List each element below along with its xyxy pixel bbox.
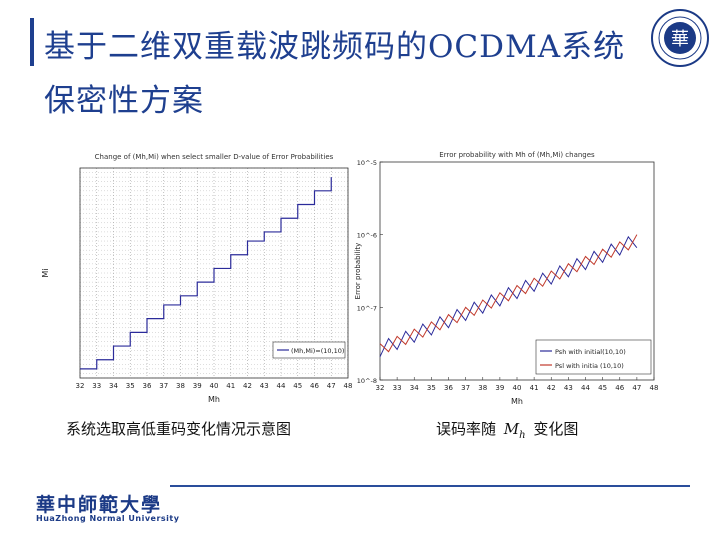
university-seal-icon: 華	[651, 9, 709, 67]
x-tick-label: 44	[277, 382, 286, 390]
legend-label: Psl with initia (10,10)	[555, 362, 624, 370]
x-tick-label: 32	[76, 382, 85, 390]
x-tick-label: 48	[650, 384, 659, 392]
x-tick-label: 34	[410, 384, 419, 392]
x-tick-label: 39	[495, 384, 504, 392]
mh-mi-chart: Change of (Mh,Mi) when select smaller D-…	[40, 148, 360, 410]
y-tick-label: 10^-6	[357, 232, 377, 240]
x-tick-label: 41	[226, 382, 235, 390]
caption-right: 误码率随 Mh 变化图	[436, 418, 578, 441]
caption-right-symbol: Mh	[503, 420, 526, 441]
x-tick-label: 47	[632, 384, 641, 392]
y-tick-label: 10^-8	[357, 377, 377, 385]
x-tick-label: 37	[461, 384, 470, 392]
series-psh	[379, 235, 638, 357]
slide-title: 基于二维双重载波跳频码的OCDMA系统保密性方案	[44, 29, 626, 119]
x-tick-label: 38	[478, 384, 487, 392]
x-tick-label: 35	[126, 382, 135, 390]
chart-title: Error probability with Mh of (Mh,Mi) cha…	[439, 151, 595, 159]
x-axis-label: Mh	[208, 395, 220, 404]
x-tick-label: 37	[159, 382, 168, 390]
x-tick-label: 48	[344, 382, 353, 390]
caption-right-suffix: 变化图	[533, 420, 579, 438]
caption-left: 系统选取高低重码变化情况示意图	[66, 420, 292, 438]
x-tick-label: 42	[243, 382, 252, 390]
x-tick-label: 36	[143, 382, 152, 390]
x-tick-label: 35	[427, 384, 436, 392]
series-psl	[379, 234, 638, 353]
x-tick-label: 43	[260, 382, 269, 390]
x-tick-label: 40	[210, 382, 219, 390]
plot-frame	[79, 167, 349, 379]
x-tick-label: 47	[327, 382, 336, 390]
x-tick-label: 44	[581, 384, 590, 392]
y-tick-label: 10^-7	[357, 304, 377, 312]
x-tick-label: 39	[193, 382, 202, 390]
series-line	[80, 177, 332, 370]
legend-box	[272, 341, 346, 359]
x-tick-label: 43	[564, 384, 573, 392]
caption-right-prefix: 误码率随	[436, 420, 497, 438]
legend-label: (Mh,Mi)=(10,10)	[291, 347, 344, 355]
university-logo-cn: 華中師範大學	[36, 494, 163, 516]
x-tick-label: 45	[598, 384, 607, 392]
university-logo-en: HuaZhong Normal University	[36, 514, 180, 523]
error-probability-chart: Error probability with Mh of (Mh,Mi) cha…	[352, 148, 667, 410]
footer-divider	[170, 485, 690, 487]
y-axis-label: Error probability	[354, 243, 362, 300]
x-tick-label: 41	[530, 384, 539, 392]
x-tick-label: 42	[547, 384, 556, 392]
legend-box	[535, 339, 652, 375]
seal-glyph: 華	[671, 29, 689, 50]
x-tick-label: 32	[376, 384, 385, 392]
x-axis-label: Mh	[511, 397, 523, 406]
x-tick-label: 46	[615, 384, 624, 392]
title-accent-bar	[30, 18, 34, 66]
legend-label: Psh with initial(10,10)	[555, 348, 626, 356]
x-tick-label: 33	[92, 382, 101, 390]
x-tick-label: 33	[393, 384, 402, 392]
y-axis-label: Mi	[41, 268, 50, 277]
x-tick-label: 45	[293, 382, 302, 390]
y-tick-label: 10^-5	[357, 159, 377, 167]
x-tick-label: 46	[310, 382, 319, 390]
x-tick-label: 38	[176, 382, 185, 390]
x-tick-label: 36	[444, 384, 453, 392]
x-tick-label: 34	[109, 382, 118, 390]
x-tick-label: 40	[513, 384, 522, 392]
chart-title: Change of (Mh,Mi) when select smaller D-…	[95, 153, 334, 161]
